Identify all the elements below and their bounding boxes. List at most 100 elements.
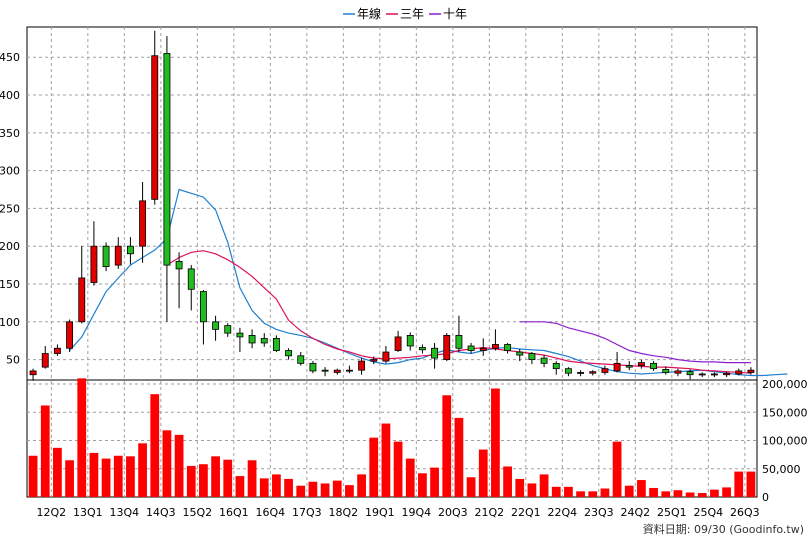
candle-body	[114, 245, 122, 266]
price-tick-label: 400	[0, 89, 20, 102]
candle-body	[382, 351, 390, 362]
volume-bar	[539, 474, 549, 497]
candle-body	[747, 369, 755, 373]
candle-body	[637, 362, 645, 367]
candle-body	[686, 371, 694, 376]
volume-bar	[466, 477, 476, 497]
candle-body	[333, 369, 341, 373]
candle-body	[309, 362, 317, 372]
candle-body	[297, 355, 305, 364]
candle-body	[345, 369, 353, 372]
candle-body	[710, 373, 718, 376]
candle-body	[66, 321, 74, 349]
volume-bar	[673, 490, 683, 497]
x-tick-label: 12Q2	[37, 506, 67, 519]
candle-body	[589, 371, 597, 374]
candle-body	[528, 353, 536, 360]
volume-bar	[101, 458, 111, 497]
volume-tick-label: 100,000	[762, 435, 808, 448]
volume-bar	[430, 467, 439, 497]
legend-label-10yr: 十年	[443, 7, 467, 21]
volume-bar	[235, 476, 245, 497]
candle-body	[577, 372, 585, 374]
price-tick-label: 450	[0, 51, 20, 64]
x-tick-label: 25Q4	[694, 506, 724, 519]
volume-bar	[527, 483, 537, 497]
volume-bar	[746, 471, 756, 497]
candle-body	[455, 335, 463, 349]
x-tick-label: 16Q4	[256, 506, 286, 519]
volume-bar	[150, 394, 160, 497]
volume-tick-label: 200,000	[762, 378, 808, 391]
candle-body	[53, 347, 61, 354]
volume-bar	[600, 488, 610, 497]
candle-body	[139, 200, 147, 247]
volume-bar	[515, 478, 525, 497]
volume-bar	[113, 455, 123, 497]
candle-body	[479, 347, 487, 351]
volume-bar	[369, 437, 379, 497]
x-tick-label: 18Q2	[329, 506, 359, 519]
volume-bars	[28, 378, 756, 497]
volume-bar	[564, 486, 573, 497]
x-tick-label: 22Q4	[548, 506, 578, 519]
x-tick-label: 24Q2	[621, 506, 651, 519]
volume-bar	[296, 485, 306, 497]
candle-body	[564, 368, 572, 374]
candlesticks	[29, 30, 755, 381]
candle-body	[723, 372, 731, 376]
candle-body	[151, 55, 159, 200]
volume-bar	[491, 388, 500, 497]
candle-body	[175, 260, 183, 270]
candle-body	[187, 268, 195, 290]
candle-body	[516, 351, 524, 356]
ma-line	[519, 321, 751, 364]
price-tick-label: 150	[0, 278, 20, 291]
candle-body	[272, 338, 280, 351]
volume-bar	[722, 487, 731, 497]
candle-body	[285, 350, 293, 357]
volume-bar	[345, 485, 354, 497]
volume-bar	[442, 395, 452, 497]
volume-bar	[284, 478, 293, 497]
volume-bar	[612, 441, 622, 497]
volume-bar	[40, 405, 50, 497]
x-tick-label: 16Q1	[219, 506, 249, 519]
x-tick-label: 25Q1	[657, 506, 687, 519]
volume-bar	[710, 489, 719, 497]
x-tick-label: 23Q3	[584, 506, 614, 519]
candle-body	[613, 362, 621, 372]
volume-bar	[199, 464, 208, 497]
volume-bar	[320, 483, 330, 497]
candle-body	[102, 245, 110, 268]
x-tick-label: 21Q2	[475, 506, 505, 519]
candle-body	[260, 338, 268, 344]
candle-body	[29, 370, 37, 376]
volume-bar	[65, 460, 74, 497]
candle-body	[625, 365, 633, 368]
candle-body	[163, 53, 171, 266]
price-tick-label: 300	[0, 165, 20, 178]
candle-body	[406, 335, 414, 347]
candle-body	[674, 370, 682, 374]
candle-body	[126, 245, 134, 255]
x-tick-label: 14Q3	[146, 506, 176, 519]
volume-bar	[357, 474, 366, 497]
candle-body	[431, 347, 439, 359]
volume-bar	[272, 474, 281, 497]
price-tick-label: 100	[0, 316, 20, 329]
volume-bar	[661, 491, 671, 497]
volume-tick-label: 50,000	[762, 463, 801, 476]
candle-body	[236, 332, 244, 338]
axis-labels: 50 100 150 200 250 300 350 400 450 0 50,000 100,000…	[0, 51, 808, 519]
candle-body	[358, 360, 366, 371]
candle-body	[491, 344, 499, 349]
legend: 年線 三年 十年	[343, 6, 467, 21]
x-tick-label: 26Q3	[730, 506, 760, 519]
volume-bar	[588, 491, 598, 497]
candle-body	[540, 357, 548, 364]
candle-body	[504, 344, 512, 351]
candle-body	[248, 335, 256, 344]
volume-bar	[381, 423, 391, 497]
grid	[27, 27, 757, 497]
